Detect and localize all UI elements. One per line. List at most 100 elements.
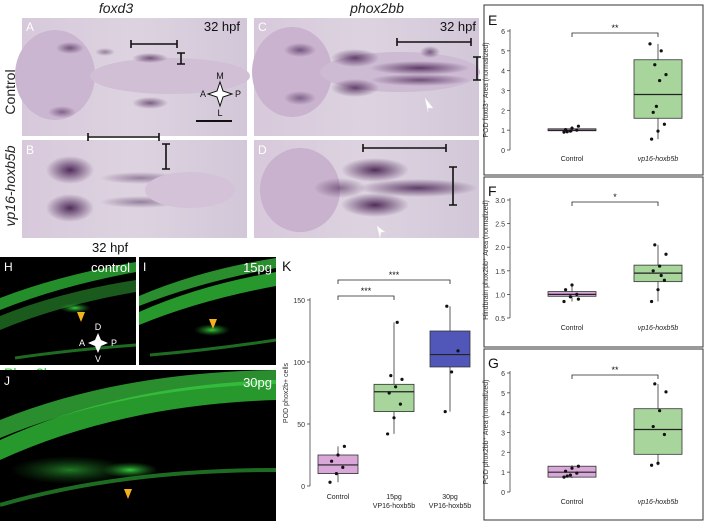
g-point-1-4: [658, 409, 662, 413]
e-point-0-0: [562, 130, 566, 134]
f-point-0-0: [562, 299, 566, 304]
g-point-1-0: [650, 463, 654, 467]
panel-letter-E: E: [488, 12, 497, 28]
arrowhead-icon-D: [376, 225, 386, 239]
g-box-1: [633, 408, 683, 455]
g-point-0-2: [575, 471, 579, 475]
g-point-0-6: [565, 474, 569, 478]
f-point-0-4: [570, 283, 574, 287]
g-point-0-5: [576, 464, 581, 468]
k-box-2: [429, 330, 471, 368]
e-ytick-label-0: 0: [501, 148, 505, 155]
k-category-label-0: Control: [327, 494, 350, 501]
compass-A2: A: [79, 338, 85, 348]
f-ytick-label-0: 0.5: [495, 316, 505, 323]
g-ytick-label-1: 1: [501, 470, 505, 477]
f-category-label-0: Control: [561, 325, 584, 332]
k-ytick-label-0: 0: [301, 484, 305, 491]
f-ytick-label-5: 3.0: [495, 198, 505, 205]
f-point-1-4: [658, 264, 662, 268]
panel-H-image: [0, 257, 137, 365]
g-ytick-label-3: 3: [501, 431, 505, 438]
arrowhead-icon-H: [77, 312, 85, 322]
f-point-0-3: [564, 288, 568, 292]
e-point-1-6: [653, 63, 657, 67]
e-box-1: [633, 59, 683, 119]
f-ytick-label-3: 2.0: [495, 245, 505, 252]
panel-letter-K: K: [282, 258, 292, 274]
axis-compass-icon-dorsal: M L A P: [200, 71, 241, 118]
panel-J-image: [0, 370, 277, 521]
compass-P: P: [235, 89, 241, 99]
k-point-0-1: [334, 472, 338, 476]
compass-V: V: [95, 354, 101, 364]
f-category-label-1: vp16-hoxb5b: [638, 325, 679, 332]
measure-bar-C: [396, 38, 481, 81]
k-category-label-1-0: 15pg: [386, 494, 402, 501]
row-label-vp16: vp16-hoxb5b: [2, 145, 18, 226]
k-point-0-3: [330, 459, 334, 463]
f-point-1-7: [659, 273, 663, 278]
e-point-1-8: [648, 42, 652, 46]
panel-letter-B: B: [26, 143, 34, 157]
charts-layer: 0 1 2 3 4 5 6 POD foxd3⁺ Area (normalized) Contr…: [283, 23, 683, 510]
e-point-0-4: [570, 126, 574, 130]
fluor-label-control: control: [91, 260, 130, 275]
g-sig-bracket-0: [571, 374, 659, 379]
measure-bar-D: [362, 144, 457, 206]
g-ytick-label-0: 0: [501, 490, 505, 497]
k-ytick-label-2: 100: [293, 360, 305, 367]
scale-bar-H: [42, 367, 130, 369]
g-ytick-label-5: 5: [501, 391, 505, 398]
compass-D: D: [95, 322, 102, 332]
e-point-1-3: [651, 110, 655, 114]
compass-A: A: [200, 89, 206, 99]
g-point-0-0: [562, 475, 566, 479]
k-sig-label-1: ***: [389, 270, 400, 280]
column-header-phox2bb: phox2bb: [349, 0, 404, 16]
e-point-1-4: [658, 78, 662, 83]
e-point-1-9: [654, 104, 659, 108]
f-point-1-1: [656, 288, 660, 292]
e-ytick-label-6: 6: [501, 29, 505, 36]
column-header-foxd3: foxd3: [99, 0, 133, 16]
k-sig-bracket-1: [337, 279, 451, 284]
k-ytick-label-3: 150: [293, 298, 305, 305]
k-point-1-5: [400, 377, 404, 381]
f-point-0-5: [576, 297, 581, 301]
k-point-1-6: [389, 374, 393, 378]
k-ytick-label-1: 50: [297, 422, 305, 429]
panel-C-image: [252, 18, 480, 136]
panel-D-image: [254, 140, 479, 238]
g-point-1-6: [653, 382, 657, 386]
k-point-1-2: [398, 402, 402, 406]
panel-letter-I: I: [143, 260, 146, 274]
fluor-label-30pg: 30pg: [243, 375, 272, 390]
fluor-label-15pg: 15pg: [243, 260, 272, 275]
k-point-2-1: [450, 370, 454, 374]
stage-label-bottom: 32 hpf: [92, 240, 129, 255]
f-sig-bracket-0: [571, 201, 659, 206]
e-ytick-label-2: 2: [501, 108, 505, 115]
e-point-0-6: [565, 130, 569, 134]
k-point-2-0: [443, 410, 447, 414]
k-sig-bracket-0: [337, 295, 395, 300]
e-ytick-label-1: 1: [501, 128, 505, 135]
e-sig-label-0: **: [611, 23, 619, 33]
f-ytick-label-4: 2.5: [495, 222, 505, 229]
arrowhead-icon-C: [424, 97, 434, 113]
panel-letter-A: A: [26, 20, 34, 34]
k-point-2-2: [456, 349, 460, 353]
g-ytick-label-4: 4: [501, 411, 505, 418]
compass-M: M: [216, 71, 224, 81]
axis-compass-icon-lateral: D V A P: [79, 322, 117, 364]
measure-bar-B: [87, 133, 170, 170]
e-point-0-1: [568, 129, 573, 133]
arrowhead-icon-I: [209, 319, 217, 329]
g-point-1-3: [651, 424, 655, 429]
f-point-1-0: [650, 299, 654, 304]
k-category-label-1-1: VP16-hoxb5b: [373, 503, 416, 510]
stage-label-top-A: 32 hpf: [204, 19, 241, 34]
e-point-1-7: [659, 49, 663, 53]
f-point-1-2: [662, 278, 667, 282]
